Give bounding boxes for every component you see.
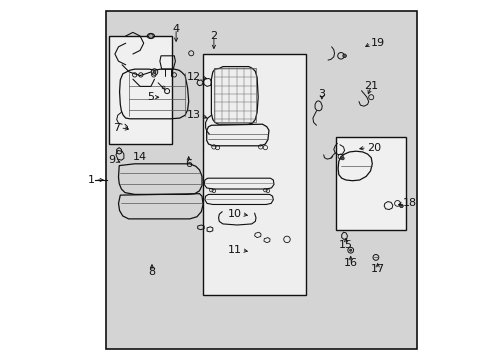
Text: 4: 4 <box>172 24 179 34</box>
Text: 15: 15 <box>338 240 352 250</box>
Bar <box>109 36 172 144</box>
Circle shape <box>349 249 351 251</box>
Circle shape <box>399 204 403 208</box>
Circle shape <box>342 54 346 58</box>
Text: 13: 13 <box>186 110 200 120</box>
Text: 9: 9 <box>108 155 115 165</box>
Text: 8: 8 <box>148 267 155 277</box>
Circle shape <box>153 71 156 73</box>
Text: 2: 2 <box>210 31 217 41</box>
Text: 1: 1 <box>88 175 95 185</box>
Text: 10: 10 <box>227 209 241 219</box>
Text: 6: 6 <box>185 159 192 169</box>
Bar <box>203 54 305 295</box>
Bar <box>336 137 406 230</box>
Text: 17: 17 <box>370 264 384 274</box>
Text: 16: 16 <box>343 258 357 268</box>
Text: 21: 21 <box>364 81 378 91</box>
Text: 12: 12 <box>186 72 200 82</box>
Text: 7: 7 <box>113 123 120 133</box>
Text: 18: 18 <box>402 198 416 208</box>
Circle shape <box>148 34 153 38</box>
Text: 14: 14 <box>133 152 147 162</box>
Text: 3: 3 <box>318 89 325 99</box>
Bar <box>106 11 416 349</box>
Text: 19: 19 <box>370 38 385 48</box>
Text: 5: 5 <box>146 92 153 102</box>
Text: 20: 20 <box>366 143 380 153</box>
Text: 11: 11 <box>227 245 241 255</box>
Circle shape <box>341 157 344 160</box>
